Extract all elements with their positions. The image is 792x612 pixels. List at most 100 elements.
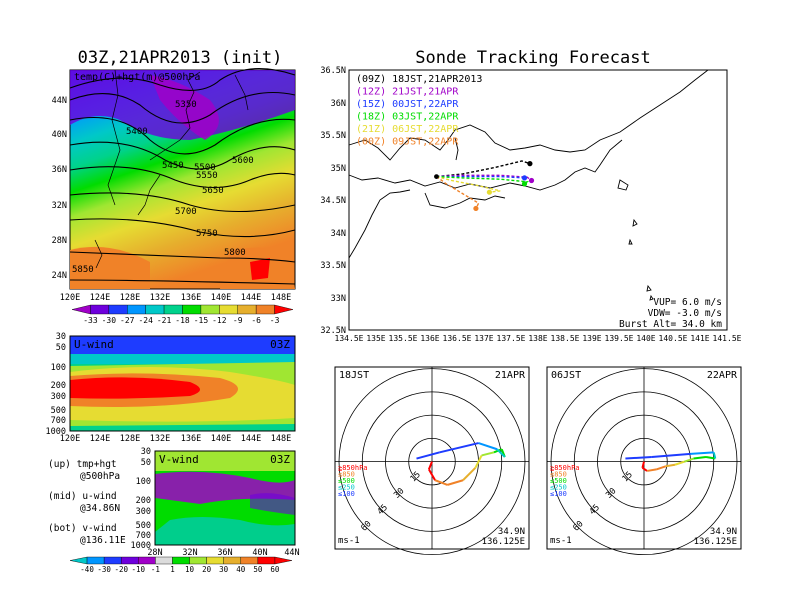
center-lat: 34.9N	[710, 527, 737, 537]
p-tick: 30	[56, 332, 66, 342]
colorbar-swatch	[69, 556, 88, 565]
lat-tick: 32.5N	[320, 326, 346, 336]
lon-tick: 148E	[271, 434, 291, 444]
contour-label: 5700	[175, 207, 197, 217]
track-end-point	[473, 205, 479, 212]
legend-entry: (12Z) 21JST,21APR	[356, 87, 459, 98]
hodograph-date: 22APR	[707, 370, 738, 381]
lat-tick: 36N	[52, 165, 67, 175]
colorbar-swatch	[182, 304, 202, 315]
colorbar-label: 30	[219, 565, 229, 574]
hodograph-segment	[665, 463, 676, 468]
hodograph-segment	[690, 451, 714, 455]
level-label: ≤850	[338, 471, 355, 479]
hodograph-segment	[428, 468, 436, 481]
panel-notes: (up) tmp+hgt @500hPa (mid) u-wind @34.86…	[48, 459, 126, 546]
colorbar-label: -27	[120, 316, 135, 325]
param-line: VUP= 6.0 m/s	[653, 297, 722, 308]
lon-tick: 144E	[241, 434, 261, 444]
colorbar-swatch	[237, 304, 257, 315]
track-lon-ticks: 134.5E 135E 135.5E 136E 136.5E 137E 137.…	[335, 334, 742, 343]
hodograph-segment	[478, 442, 498, 451]
colorbar-swatch	[138, 556, 156, 565]
p-tick: 30	[141, 447, 151, 457]
p-tick: 500	[51, 406, 66, 416]
colorbar-label: -18	[175, 316, 190, 325]
colorbar-label: -3	[270, 316, 280, 325]
temp-colorbar: -33 -30 -27 -24 -21 -18 -15 -12 -9 -6 -3	[71, 304, 294, 325]
lon-tick: 120E	[60, 293, 80, 303]
colorbar-label: 60	[270, 565, 280, 574]
param-line: VDW= -3.0 m/s	[648, 308, 722, 319]
note-line: @34.86N	[80, 503, 120, 514]
track-line	[436, 174, 532, 182]
lon-tick: 135.5E	[389, 334, 418, 343]
p-tick: 1000	[46, 427, 66, 437]
lon-tick: 140E	[636, 334, 655, 343]
lon-tick: 138E	[528, 334, 547, 343]
colorbar-swatch	[71, 304, 91, 315]
center-lat: 34.9N	[498, 527, 525, 537]
coastline	[348, 69, 709, 301]
u-p-ticks: 30 50 100 200 300 500 700 1000	[46, 332, 66, 437]
colorbar-label: -12	[212, 316, 227, 325]
lon-tick: 141.5E	[713, 334, 742, 343]
hodograph-segment	[462, 467, 477, 481]
map-label: temp(C)+hgt(m)@500hPa	[74, 72, 200, 83]
v-lat-ticks: 28N 32N 36N 40N 44N	[147, 548, 299, 558]
lat-tick: 32N	[52, 201, 67, 211]
lat-tick: 24N	[52, 271, 67, 281]
level-label: ≤100	[550, 490, 567, 498]
colorbar-swatch	[274, 556, 293, 565]
lat-tick: 28N	[52, 236, 67, 246]
lat-tick: 33N	[331, 294, 346, 304]
hodograph-segment	[496, 448, 506, 458]
hodograph-segment	[427, 461, 433, 470]
hodograph-segment	[447, 479, 464, 486]
lon-tick: 141E	[690, 334, 709, 343]
colorbar-label: -33	[83, 316, 98, 325]
colorbar-label: 1	[170, 565, 175, 574]
track-end-point	[486, 189, 492, 195]
contour-label: 5800	[224, 248, 246, 258]
level-label: ≤250	[338, 484, 355, 492]
p-tick: 1000	[131, 541, 151, 551]
lon-tick: 135E	[366, 334, 385, 343]
v-wind-label: V-wind	[159, 453, 199, 466]
colorbar-label: -21	[157, 316, 172, 325]
wind-colorbar: -40 -30 -20 -10 -1 1 10 20 30 40 50 60	[69, 556, 293, 574]
contour-label: 5600	[232, 156, 254, 166]
p-tick: 100	[136, 477, 151, 487]
track-end-point	[521, 175, 528, 181]
hodograph-segment	[625, 455, 652, 460]
hodograph-segment	[646, 468, 657, 472]
hodograph-segment	[674, 460, 685, 466]
p-tick: 50	[141, 458, 151, 468]
p-tick: 700	[51, 416, 66, 426]
track-title: Sonde Tracking Forecast	[415, 48, 650, 68]
note-line: (up) tmp+hgt	[48, 459, 117, 470]
note-line: (bot) v-wind	[48, 523, 117, 534]
lon-tick: 137E	[474, 334, 493, 343]
colorbar-label: -20	[114, 565, 128, 574]
lon-tick: 140E	[211, 434, 231, 444]
units-label: ms-1	[338, 536, 360, 546]
lat-tick: 44N	[284, 548, 299, 558]
level-label: ≧850hPa	[550, 464, 580, 472]
contour-label: 5750	[196, 229, 218, 239]
level-label: ≤850	[550, 471, 567, 479]
lat-tick: 36.5N	[320, 66, 346, 76]
p-tick: 700	[136, 531, 151, 541]
lat-tick: 34N	[331, 229, 346, 239]
contour-label: 5550	[196, 171, 218, 181]
legend-entry: (18Z) 03JST,22APR	[356, 112, 459, 123]
lat-tick: 40N	[52, 130, 67, 140]
level-label: ≤500	[550, 477, 567, 485]
lon-tick: 138.5E	[551, 334, 580, 343]
colorbar-label: -24	[138, 316, 153, 325]
lon-tick: 124E	[90, 434, 110, 444]
v-wind-panel: V-wind 03Z 30 50 100 200 300 500 700 100…	[131, 447, 300, 558]
lon-tick: 132E	[150, 293, 170, 303]
hodograph-segment	[683, 457, 694, 463]
lat-tick: 35.5N	[320, 131, 346, 141]
